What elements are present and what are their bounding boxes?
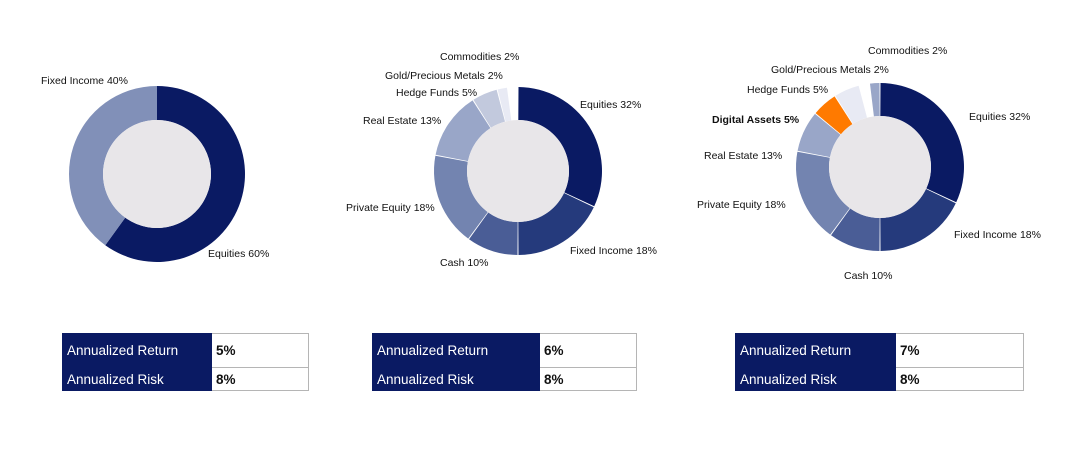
- donut-hole: [829, 116, 931, 218]
- slice-label: Real Estate 13%: [704, 150, 782, 162]
- table-row: Annualized Risk 8%: [372, 367, 637, 391]
- slice-label: Gold/Precious Metals 2%: [771, 64, 889, 76]
- return-label: Annualized Return: [735, 333, 896, 368]
- table-row: Annualized Return 7%: [735, 333, 1024, 368]
- donut-hole: [103, 120, 211, 228]
- risk-label: Annualized Risk: [62, 367, 212, 391]
- slice-label: Commodities 2%: [868, 45, 947, 57]
- pie-slice: [469, 212, 518, 255]
- pie-slice: [815, 96, 853, 135]
- slice-label: Commodities 2%: [440, 51, 519, 63]
- pie-slice: [434, 155, 488, 239]
- slice-label: Fixed Income 18%: [570, 245, 657, 257]
- pie-slice: [859, 83, 874, 118]
- stats-table-1: Annualized Return 5% Annualized Risk 8%: [62, 333, 309, 391]
- slice-label: Equities 32%: [969, 111, 1030, 123]
- table-row: Annualized Return 6%: [372, 333, 637, 368]
- donut-chart-1: Equities 60% Fixed Income 40%: [41, 75, 269, 262]
- table-row: Annualized Risk 8%: [62, 367, 309, 391]
- slice-label: Gold/Precious Metals 2%: [385, 70, 503, 82]
- pie-slice: [835, 85, 868, 124]
- slice-label: Equities 60%: [208, 248, 269, 260]
- slice-label: Fixed Income 40%: [41, 75, 128, 87]
- pie-slice: [518, 192, 594, 255]
- risk-value: 8%: [211, 367, 309, 391]
- donut-chart-2: Equities 32% Fixed Income 18% Cash 10% Priv…: [346, 51, 657, 269]
- pie-slice: [105, 86, 245, 262]
- stats-table-2: Annualized Return 6% Annualized Risk 8%: [372, 333, 637, 391]
- slice-label: Private Equity 18%: [697, 199, 786, 211]
- pie-slice: [797, 113, 841, 158]
- pie-slice: [869, 83, 880, 117]
- slice-label: Real Estate 13%: [363, 115, 441, 127]
- return-value: 5%: [211, 333, 309, 368]
- slice-label: Fixed Income 18%: [954, 229, 1041, 241]
- risk-label: Annualized Risk: [372, 367, 540, 391]
- pie-slice: [831, 208, 880, 251]
- slice-label: Hedge Funds 5%: [747, 84, 828, 96]
- pie-slice: [435, 100, 491, 162]
- slice-label: Private Equity 18%: [346, 202, 435, 214]
- slice-label: Hedge Funds 5%: [396, 87, 477, 99]
- slice-label: Digital Assets 5%: [712, 114, 800, 126]
- slice-label: Cash 10%: [440, 257, 488, 269]
- return-label: Annualized Return: [62, 333, 212, 368]
- pie-slice: [796, 151, 850, 235]
- table-row: Annualized Return 5%: [62, 333, 309, 368]
- table-row: Annualized Risk 8%: [735, 367, 1024, 391]
- pie-slice: [518, 87, 603, 207]
- risk-label: Annualized Risk: [735, 367, 896, 391]
- risk-value: 8%: [539, 367, 637, 391]
- return-value: 7%: [895, 333, 1024, 368]
- stats-table-3: Annualized Return 7% Annualized Risk 8%: [735, 333, 1024, 391]
- return-value: 6%: [539, 333, 637, 368]
- risk-value: 8%: [895, 367, 1024, 391]
- pie-slice: [473, 89, 506, 128]
- pie-slice: [880, 188, 956, 251]
- slice-label: Cash 10%: [844, 270, 892, 282]
- donut-chart-3: Equities 32% Fixed Income 18% Cash 10% Priv…: [697, 45, 1041, 282]
- pie-slice: [507, 87, 518, 121]
- return-label: Annualized Return: [372, 333, 540, 368]
- pie-slice: [497, 87, 512, 122]
- slice-label: Equities 32%: [580, 99, 641, 111]
- pie-slice: [880, 83, 964, 203]
- donut-hole: [467, 120, 569, 222]
- pie-slice: [68, 86, 157, 246]
